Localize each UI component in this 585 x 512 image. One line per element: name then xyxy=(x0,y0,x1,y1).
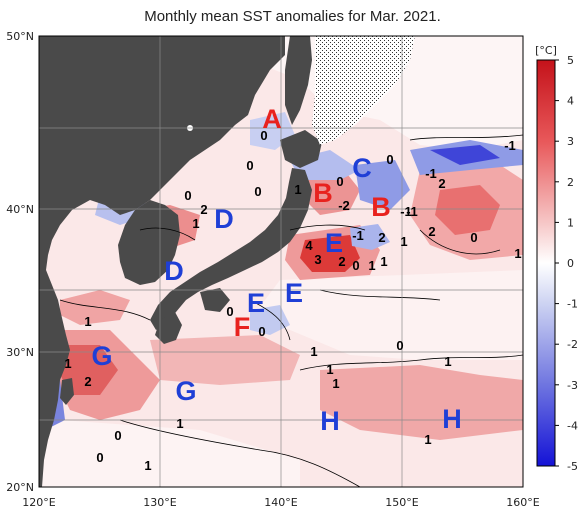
contour-value-label: 1 xyxy=(326,362,333,377)
contour-value-label: -2 xyxy=(338,198,350,213)
region-label-d: D xyxy=(214,204,234,234)
contour-value-label: 1 xyxy=(84,314,91,329)
contour-value-label: 2 xyxy=(378,230,385,245)
contour-value-label: 0 xyxy=(258,324,265,339)
contour-value-label: 1 xyxy=(424,432,431,447)
lon-label-120: 120°E xyxy=(22,496,55,509)
contour-value-label: 2 xyxy=(438,176,445,191)
contour-value-label: 1 xyxy=(368,258,375,273)
contour-value-label: -1 xyxy=(352,228,364,243)
colorbar-tick-label: -3 xyxy=(567,379,578,392)
contour-value-label: 2 xyxy=(84,374,91,389)
contour-value-label: 1 xyxy=(332,376,339,391)
contour-value-label: 0 xyxy=(396,338,403,353)
contour-value-label: 1 xyxy=(514,246,521,261)
contour-value-label: -1 xyxy=(400,204,412,219)
lon-label-130: 130°E xyxy=(143,496,176,509)
region-label-e: E xyxy=(285,278,303,308)
region-label-g: G xyxy=(175,376,196,406)
contour-value-label: 0 xyxy=(470,230,477,245)
contour-value-label: 0 xyxy=(246,158,253,173)
contour-value-label: -1 xyxy=(425,166,437,181)
contour-value-label: 1 xyxy=(176,416,183,431)
contour-value-label: 4 xyxy=(305,238,313,253)
region-label-b: B xyxy=(313,178,333,208)
lon-label-160: 160°E xyxy=(506,496,539,509)
contour-value-label: -1 xyxy=(504,138,516,153)
lat-label-40: 40°N xyxy=(6,203,34,216)
contour-value-label: 0 xyxy=(226,304,233,319)
colorbar-tick-label: 0 xyxy=(567,257,574,270)
lat-label-50: 50°N xyxy=(6,30,34,43)
colorbar-tick-label: -2 xyxy=(567,338,578,351)
colorbar-tick-label: 4 xyxy=(567,95,574,108)
lat-label-30: 30°N xyxy=(6,346,34,359)
region-label-d: D xyxy=(164,256,184,286)
region-label-c: C xyxy=(352,153,372,183)
colorbar-tick-label: 1 xyxy=(567,216,574,229)
colorbar-tick-label: -5 xyxy=(567,460,578,473)
contour-value-label: -1 xyxy=(406,204,418,219)
region-label-g: G xyxy=(91,341,112,371)
contour-value-label: 2 xyxy=(200,202,207,217)
map-title: Monthly mean SST anomalies for Mar. 2021… xyxy=(144,8,441,25)
contour-value-label: 2 xyxy=(428,224,435,239)
contour-value-label: 0 xyxy=(96,450,103,465)
colorbar-tick-label: 3 xyxy=(567,135,574,148)
region-label-h: H xyxy=(442,404,462,434)
contour-value-label: 3 xyxy=(314,252,321,267)
contour-value-label: 1 xyxy=(310,344,317,359)
contour-value-label: 0 xyxy=(260,128,267,143)
contour-value-label: 1 xyxy=(444,354,451,369)
lon-label-140: 140°E xyxy=(264,496,297,509)
contour-value-label: 1 xyxy=(380,254,387,269)
contour-value-label: 0 xyxy=(114,428,121,443)
contour-value-label: 0 xyxy=(184,188,191,203)
region-label-h: H xyxy=(320,406,340,436)
region-label-f: F xyxy=(234,312,251,342)
colorbar-tick-label: 2 xyxy=(567,176,574,189)
lon-label-150: 150°E xyxy=(385,496,418,509)
colorbar-tick-label: -4 xyxy=(567,419,578,432)
contour-value-label: 0 xyxy=(386,152,393,167)
contour-value-label: 1 xyxy=(64,356,71,371)
region-label-e: E xyxy=(325,228,343,258)
colorbar-tick-label: -1 xyxy=(567,298,578,311)
colorbar: [°C] 5 4 3 2 1 0 -1 -2 -3 -4 -5 xyxy=(535,44,578,473)
contour-value-label: 1 xyxy=(294,182,301,197)
region-label-e: E xyxy=(247,288,265,318)
contour-value-label: 1 xyxy=(144,458,151,473)
region-label-b: B xyxy=(371,192,391,222)
colorbar-unit: [°C] xyxy=(535,44,557,57)
contour-value-label: 0 xyxy=(254,184,261,199)
contour-value-label: 1 xyxy=(192,216,199,231)
lat-label-20: 20°N xyxy=(6,481,34,494)
contour-value-label: 0 xyxy=(336,174,343,189)
contour-value-label: 1 xyxy=(400,234,407,249)
colorbar-tick-label: 5 xyxy=(567,54,574,67)
region-label-a: A xyxy=(262,104,282,134)
contour-value-label: 2 xyxy=(338,254,345,269)
contour-value-label: 0 xyxy=(352,258,359,273)
